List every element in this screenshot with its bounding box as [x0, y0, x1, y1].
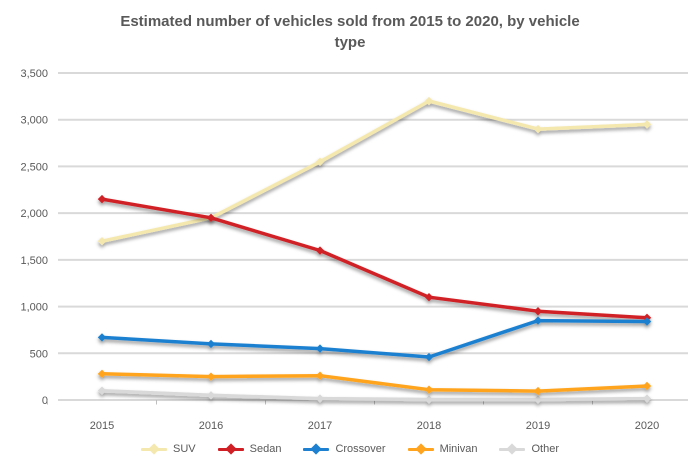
legend-label: Minivan: [439, 443, 478, 455]
data-point-marker: [97, 386, 107, 395]
y-tick-label: 2,500: [20, 161, 48, 173]
data-point-marker: [533, 386, 543, 396]
y-tick-label: 1,000: [20, 302, 48, 314]
legend-item-minivan: Minivan: [407, 443, 478, 455]
data-point-marker: [315, 157, 325, 166]
legend-diamond: [506, 443, 519, 455]
legend-item-suv: SUV: [141, 443, 196, 455]
data-point-marker: [315, 394, 325, 403]
data-point-marker: [206, 391, 216, 400]
x-tick-label: 2020: [635, 420, 659, 432]
data-point-marker: [315, 344, 325, 353]
legend-diamond: [224, 443, 237, 455]
legend-diamond: [148, 443, 160, 455]
chart-title-line2: type: [334, 34, 366, 51]
legend-label: Crossover: [335, 443, 386, 455]
series-line: [100, 197, 649, 320]
legend-label: Sedan: [249, 443, 282, 455]
legend-diamond: [414, 443, 427, 455]
data-point-marker: [533, 124, 543, 134]
chart-legend: SUV Sedan Crossover Minivan Other: [0, 439, 700, 459]
data-point-marker: [533, 307, 543, 316]
series-other: [97, 386, 652, 404]
x-tick-label: 2019: [526, 420, 550, 432]
data-point-marker: [642, 381, 652, 391]
data-point-marker: [424, 96, 434, 106]
legend-line-diamond-icon: [303, 443, 330, 455]
data-point-marker: [97, 369, 107, 379]
legend-line-diamond-icon: [407, 443, 434, 455]
x-tick-label: 2015: [90, 420, 114, 432]
series-line: [100, 388, 649, 402]
data-point-marker: [642, 394, 652, 403]
x-tick-label: 2018: [417, 420, 441, 432]
data-point-marker: [424, 395, 434, 404]
legend-item-sedan: Sedan: [217, 443, 282, 455]
data-point-marker: [315, 371, 325, 380]
data-point-marker: [533, 395, 543, 404]
data-point-marker: [424, 352, 434, 362]
data-point-marker: [97, 236, 107, 246]
legend-diamond: [310, 443, 323, 455]
y-tick-label: 2,000: [20, 208, 48, 220]
series-line: [100, 372, 649, 393]
data-point-marker: [97, 333, 107, 342]
y-tick-label: 0: [42, 395, 48, 407]
data-point-marker: [206, 213, 216, 223]
data-point-marker: [206, 339, 216, 349]
x-axis-labels: 2015 2016 2017 2018 2019 2020: [90, 420, 659, 432]
legend-line-diamond-icon: [217, 443, 244, 455]
x-tick-label: 2017: [308, 420, 332, 432]
y-tick-label: 3,000: [20, 115, 48, 127]
series-crossover: [97, 316, 652, 362]
data-point-marker: [424, 293, 434, 302]
legend-line-diamond-icon: [141, 443, 167, 455]
legend-line-diamond-icon: [499, 443, 526, 455]
legend-label: SUV: [173, 443, 196, 455]
series-suv: [97, 96, 652, 246]
data-point-marker: [642, 317, 652, 326]
chart-title: Estimated number of vehicles sold from 2…: [40, 11, 660, 53]
series-minivan: [97, 369, 652, 396]
y-tick-label: 500: [30, 348, 48, 360]
y-tick-label: 1,500: [20, 255, 48, 267]
data-point-marker: [315, 246, 325, 255]
data-point-marker: [533, 316, 543, 325]
y-tick-label: 3,500: [20, 68, 48, 80]
data-point-marker: [424, 385, 434, 394]
x-tick-label: 2016: [199, 420, 223, 432]
chart-title-line1: Estimated number of vehicles sold from 2…: [120, 13, 580, 30]
legend-label: Other: [531, 443, 559, 455]
series-line: [100, 318, 649, 359]
data-point-marker: [642, 120, 652, 129]
data-point-marker: [206, 372, 216, 381]
legend-item-crossover: Crossover: [303, 443, 386, 455]
series-line: [100, 99, 649, 243]
data-point-marker: [97, 194, 107, 204]
legend-item-other: Other: [499, 443, 559, 455]
y-axis-labels: 0 500 1,000 1,500 2,000 2,500 3,000 3,500: [20, 68, 48, 407]
